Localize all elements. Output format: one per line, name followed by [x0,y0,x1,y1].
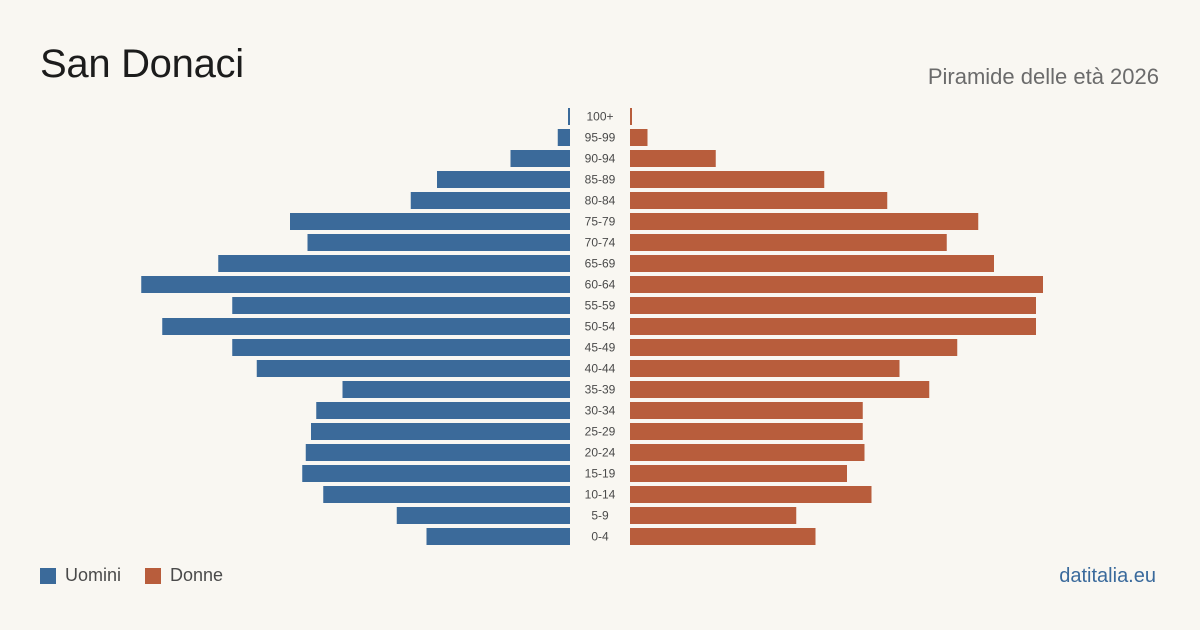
bar-men-90-94 [510,150,570,167]
bar-women-5-9 [630,507,797,524]
bar-women-95-99 [630,129,648,146]
age-group-label: 15-19 [585,467,616,481]
bar-women-65-69 [630,255,994,272]
bar-men-95-99 [557,129,570,146]
age-group-label: 70-74 [585,236,616,250]
chart-legend: Uomini Donne [40,565,247,586]
age-group-label: 60-64 [585,278,616,292]
age-group-label: 55-59 [585,299,616,313]
age-group-label: 75-79 [585,215,616,229]
legend-label-women: Donne [170,565,224,585]
bar-men-45-49 [232,339,570,356]
age-group-label: 80-84 [585,194,616,208]
bar-women-10-14 [630,486,872,503]
bar-men-75-79 [290,213,570,230]
age-group-label: 95-99 [585,131,616,145]
bar-women-40-44 [630,360,900,377]
age-group-label: 100+ [586,110,613,124]
age-group-label: 65-69 [585,257,616,271]
bar-women-60-64 [630,276,1043,293]
age-group-label: 40-44 [585,362,616,376]
age-group-label: 10-14 [585,488,616,502]
bar-women-30-34 [630,402,863,419]
bar-men-5-9 [396,507,570,524]
legend-item-women: Donne [145,565,223,586]
age-group-label: 20-24 [585,446,616,460]
chart-title: San Donaci [40,42,244,86]
age-group-label: 90-94 [585,152,616,166]
bar-women-0-4 [630,528,816,545]
chart-subtitle: Piramide delle età 2026 [927,64,1159,89]
bar-women-35-39 [630,381,930,398]
age-group-label: 5-9 [591,509,609,523]
bar-men-10-14 [323,486,570,503]
bar-men-85-89 [437,171,570,188]
legend-label-men: Uomini [65,565,122,585]
age-group-label: 50-54 [585,320,616,334]
age-group-label: 85-89 [585,173,616,187]
bar-men-15-19 [302,465,570,482]
bar-men-40-44 [256,360,570,377]
bar-women-80-84 [630,192,888,209]
age-group-label: 30-34 [585,404,616,418]
bar-women-75-79 [630,213,979,230]
bar-men-100+ [568,108,570,125]
bar-men-20-24 [305,444,570,461]
bar-men-0-4 [426,528,570,545]
bar-men-60-64 [141,276,570,293]
bar-men-70-74 [307,234,570,251]
age-group-label: 0-4 [591,530,609,544]
legend-item-men: Uomini [40,565,121,586]
bar-women-25-29 [630,423,863,440]
bar-men-35-39 [342,381,570,398]
bar-women-20-24 [630,444,865,461]
bar-men-55-59 [232,297,570,314]
legend-swatch-women [145,567,162,584]
brand-link[interactable]: datitalia.eu [1059,565,1156,587]
bar-women-70-74 [630,234,947,251]
bar-women-50-54 [630,318,1036,335]
bar-women-45-49 [630,339,958,356]
bar-women-15-19 [630,465,847,482]
bar-men-80-84 [410,192,570,209]
bar-men-65-69 [218,255,570,272]
bar-women-90-94 [630,150,716,167]
bar-women-100+ [630,108,632,125]
age-group-label: 45-49 [585,341,616,355]
bar-men-30-34 [316,402,570,419]
legend-swatch-men [40,567,56,584]
bar-men-25-29 [311,423,570,440]
bar-women-85-89 [630,171,825,188]
age-group-label: 35-39 [585,383,616,397]
age-group-label: 25-29 [585,425,616,439]
bar-men-50-54 [162,318,570,335]
bar-women-55-59 [630,297,1036,314]
